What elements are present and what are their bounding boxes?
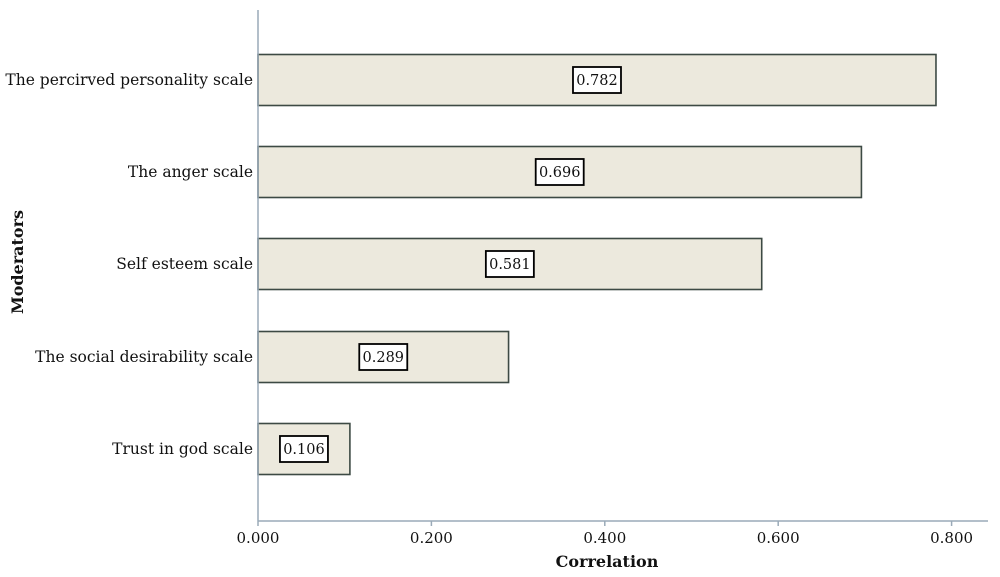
category-label-5: Trust in god scale xyxy=(112,440,253,458)
x-tick-label-1: 0.000 xyxy=(237,529,280,547)
x-axis-title: Correlation xyxy=(556,552,659,571)
data-label-box-2 xyxy=(534,158,585,186)
x-ticks-layer: 0.000 0.200 0.400 0.600 0.800 xyxy=(237,521,973,547)
data-label-1: 0.782 xyxy=(576,73,618,89)
category-label-1: The percirved personality scale xyxy=(5,71,253,89)
data-label-box-5 xyxy=(279,435,329,463)
y-axis-title: Moderators xyxy=(8,210,27,314)
category-label-3: Self esteem scale xyxy=(116,255,253,273)
data-label-3: 0.581 xyxy=(489,257,531,273)
x-tick-label-3: 0.400 xyxy=(583,529,626,547)
data-label-2: 0.696 xyxy=(539,165,581,181)
bars-layer xyxy=(257,53,937,476)
x-tick-label-4: 0.600 xyxy=(757,529,800,547)
data-labels-layer: 0.782 0.696 0.581 0.289 0.106 xyxy=(279,66,622,463)
axes-layer xyxy=(257,10,988,522)
x-tick-label-2: 0.200 xyxy=(410,529,453,547)
x-tick-label-5: 0.800 xyxy=(930,529,973,547)
data-label-5: 0.106 xyxy=(283,442,325,458)
category-label-4: The social desirability scale xyxy=(35,348,253,366)
data-label-4: 0.289 xyxy=(363,350,405,366)
data-label-box-1 xyxy=(572,66,622,94)
data-label-box-3 xyxy=(484,250,535,278)
data-label-box-4 xyxy=(358,343,409,371)
category-labels-layer: The percirved personality scale The anger… xyxy=(5,71,253,458)
category-label-2: The anger scale xyxy=(128,163,253,181)
